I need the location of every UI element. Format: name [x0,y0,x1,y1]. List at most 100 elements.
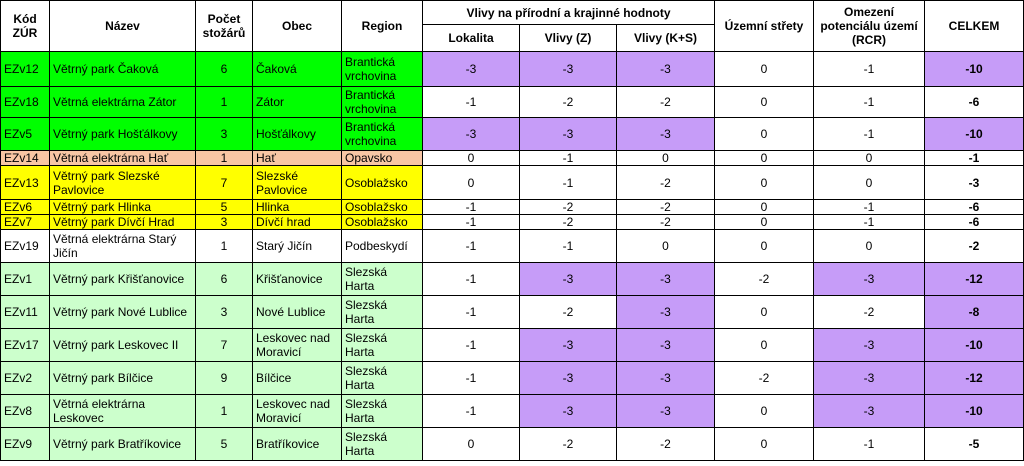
cell-pocet: 1 [195,86,253,118]
cell-kod: EZv18 [0,86,50,118]
cell-obec: Křišťanovice [252,262,342,296]
cell-celkem: -12 [924,361,1024,395]
cell-kod: EZv7 [0,214,50,230]
cell-region: Slezská Harta [341,361,423,395]
cell-obec: Dívčí hrad [252,214,342,230]
header-omezeni: Omezení potenciálu území (RCR) [813,0,926,52]
cell-nazev: Větrný park Nové Lublice [49,295,196,329]
cell-region: Opavsko [341,150,423,166]
header-obec: Obec [252,0,342,52]
table-row: EZv11 Větrný park Nové Lublice 3 Nové Lubli… [0,295,1024,329]
cell-vlivy-ks: -2 [615,165,716,200]
cell-kod: EZv11 [0,295,50,329]
cell-lokalita: 0 [422,150,520,166]
cell-uzemni: 0 [714,394,815,428]
table-row: EZv1 Větrný park Křišťanovice 6 Křišťanovic… [0,262,1024,296]
cell-vlivy-ks: -3 [615,328,716,362]
cell-nazev: Větrná elektrárna Starý Jičín [49,229,196,263]
cell-vlivy-ks: -2 [615,86,716,118]
cell-vlivy-ks: -3 [615,117,716,151]
cell-vlivy-z: -3 [519,51,617,87]
cell-lokalita: -1 [422,229,520,263]
cell-region: Brantická vrchovina [341,117,423,151]
table-row: EZv7 Větrný park Dívčí Hrad 3 Dívčí hrad Oso… [0,214,1024,230]
cell-lokalita: -1 [422,361,520,395]
cell-kod: EZv2 [0,361,50,395]
cell-pocet: 3 [195,117,253,151]
cell-omezeni: 0 [813,150,926,166]
cell-vlivy-z: -2 [519,86,617,118]
header-vlivy-group: Vlivy na přírodní a krajinné hodnoty [421,0,716,25]
cell-kod: EZv17 [0,328,50,362]
cell-region: Brantická vrchovina [341,51,423,87]
cell-vlivy-ks: -2 [615,214,716,230]
cell-nazev: Větrná elektrárna Zátor [49,86,196,118]
cell-vlivy-z: -2 [519,214,617,230]
cell-lokalita: -3 [422,51,520,87]
cell-obec: Leskovec nad Moravicí [252,394,342,428]
cell-omezeni: -1 [813,86,926,118]
cell-vlivy-ks: -3 [615,262,716,296]
cell-pocet: 6 [195,262,253,296]
cell-pocet: 5 [195,427,253,461]
cell-vlivy-ks: -3 [615,361,716,395]
cell-vlivy-z: -2 [519,199,617,215]
cell-lokalita: -1 [422,328,520,362]
cell-vlivy-ks: -2 [615,427,716,461]
cell-lokalita: -1 [422,214,520,230]
cell-obec: Nové Lublice [252,295,342,329]
cell-celkem: -6 [924,199,1024,215]
cell-uzemni: 0 [714,328,815,362]
header-lokalita: Lokalita [422,24,520,52]
header-pocet: Počet stožárů [195,0,253,52]
cell-celkem: -10 [924,328,1024,362]
table-row: EZv6 Větrný park Hlinka 5 Hlinka Osoblažsko -… [0,199,1024,215]
cell-vlivy-z: -3 [519,361,617,395]
cell-kod: EZv8 [0,394,50,428]
table-row: EZv17 Větrný park Leskovec II 7 Leskovec na… [0,328,1024,362]
cell-nazev: Větrný park Slezské Pavlovice [49,165,196,200]
cell-pocet: 9 [195,361,253,395]
table-body: EZv12 Větrný park Čaková 6 Čaková Brantická … [0,51,1024,461]
header-kod: Kód ZÚR [0,0,50,52]
cell-vlivy-ks: -2 [615,199,716,215]
cell-obec: Zátor [252,86,342,118]
cell-lokalita: -1 [422,295,520,329]
cell-obec: Hať [252,150,342,166]
cell-pocet: 7 [195,328,253,362]
table-row: EZv2 Větrný park Bílčice 9 Bílčice Slezská H… [0,361,1024,395]
cell-kod: EZv14 [0,150,50,166]
cell-celkem: -6 [924,214,1024,230]
header-vlivy-ks: Vlivy (K+S) [615,24,716,52]
header-region: Region [341,0,423,52]
cell-pocet: 5 [195,199,253,215]
cell-lokalita: -1 [422,86,520,118]
cell-celkem: -1 [924,150,1024,166]
cell-omezeni: 0 [813,165,926,200]
cell-uzemni: -2 [714,361,815,395]
cell-kod: EZv1 [0,262,50,296]
cell-uzemni: 0 [714,165,815,200]
cell-omezeni: -3 [813,361,926,395]
cell-obec: Starý Jičín [252,229,342,263]
cell-omezeni: 0 [813,229,926,263]
cell-uzemni: 0 [714,199,815,215]
table-row: EZv19 Větrná elektrárna Starý Jičín 1 Starý… [0,229,1024,263]
cell-nazev: Větrný park Hlinka [49,199,196,215]
cell-lokalita: -1 [422,394,520,428]
cell-nazev: Větrný park Dívčí Hrad [49,214,196,230]
cell-region: Osoblažsko [341,214,423,230]
cell-nazev: Větrný park Bílčice [49,361,196,395]
cell-vlivy-z: -3 [519,394,617,428]
cell-pocet: 3 [195,214,253,230]
cell-vlivy-z: -1 [519,150,617,166]
cell-omezeni: -3 [813,328,926,362]
cell-nazev: Větrný park Leskovec II [49,328,196,362]
header-uzemni: Územní střety [714,0,815,52]
cell-celkem: -5 [924,427,1024,461]
cell-omezeni: -1 [813,427,926,461]
cell-region: Slezská Harta [341,328,423,362]
cell-pocet: 7 [195,165,253,200]
cell-lokalita: -1 [422,199,520,215]
cell-celkem: -10 [924,117,1024,151]
